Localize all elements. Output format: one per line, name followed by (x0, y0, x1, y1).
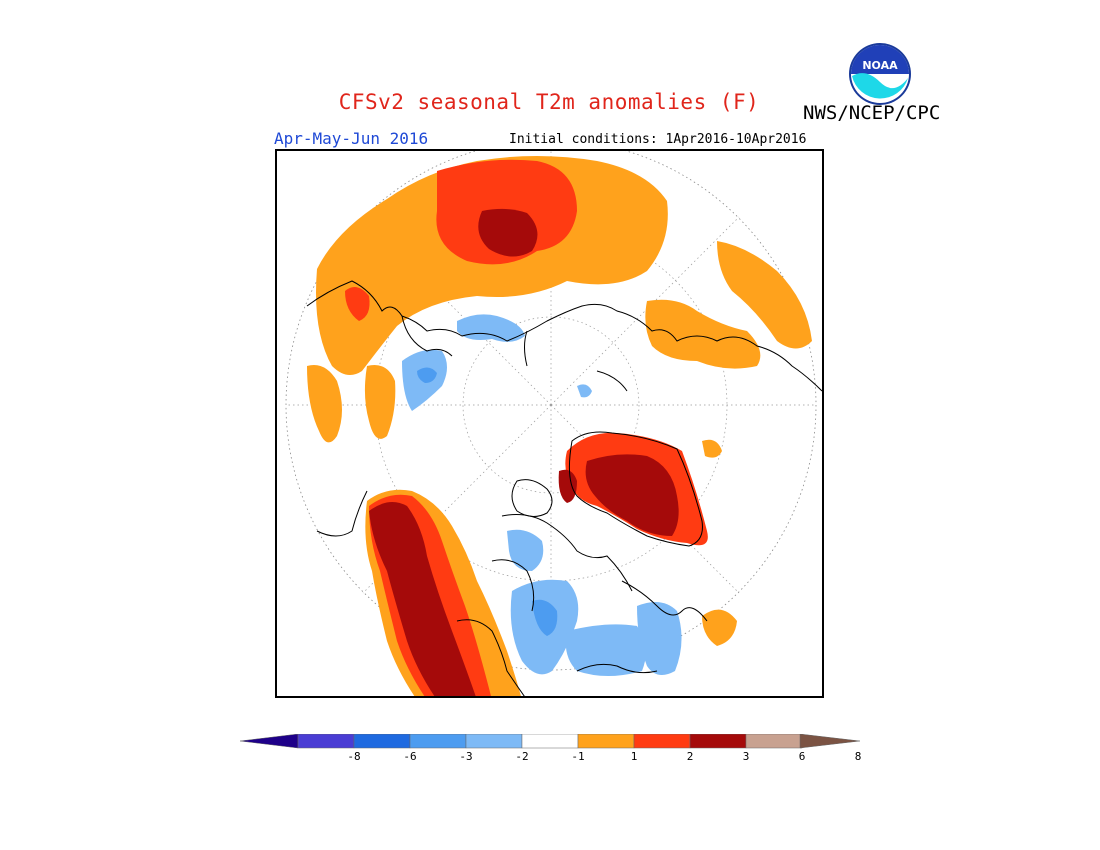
legend-color-box (577, 734, 635, 749)
noaa-logo-text: NOAA (862, 59, 898, 72)
legend-color-box (633, 734, 691, 749)
warm-anomaly-greenland (558, 432, 708, 546)
legend-tick-label: 8 (854, 750, 862, 763)
legend-color-box (465, 734, 523, 749)
legend-tick-label: -2 (515, 750, 529, 763)
legend-tick-label: 1 (630, 750, 638, 763)
legend-arrow-high (799, 734, 861, 749)
legend-arrow-low (240, 734, 299, 749)
legend-tick-label: -6 (403, 750, 417, 763)
initial-conditions-label: Initial conditions: 1Apr2016-10Apr2016 (509, 132, 807, 147)
warm-anomaly-eurasia (307, 156, 812, 646)
map-boundary-circle (285, 151, 817, 671)
map-title: CFSv2 seasonal T2m anomalies (F) (338, 90, 760, 114)
polar-anomaly-map (275, 149, 824, 698)
legend-color-box (521, 734, 579, 749)
legend-tick-label: 3 (742, 750, 750, 763)
legend-color-box (409, 734, 467, 749)
legend-color-box (353, 734, 411, 749)
cool-anomaly-regions (402, 314, 682, 676)
legend-tick-label: -1 (571, 750, 585, 763)
legend-color-box (297, 734, 355, 749)
legend-color-box (745, 734, 803, 749)
legend-tick-label: -8 (347, 750, 361, 763)
legend-bar (240, 734, 861, 749)
agency-label: NWS/NCEP/CPC (803, 102, 941, 124)
legend-tick-label: 6 (798, 750, 806, 763)
warm-anomaly-north-america (365, 489, 521, 696)
season-label: Apr-May-Jun 2016 (274, 129, 429, 148)
color-legend: -8 -6 -3 -2 -1 1 2 3 6 8 (240, 734, 862, 774)
noaa-logo: NOAA (849, 43, 911, 105)
legend-color-box (689, 734, 747, 749)
legend-tick-label: -3 (459, 750, 473, 763)
legend-tick-label: 2 (686, 750, 694, 763)
coastlines (306, 280, 822, 696)
